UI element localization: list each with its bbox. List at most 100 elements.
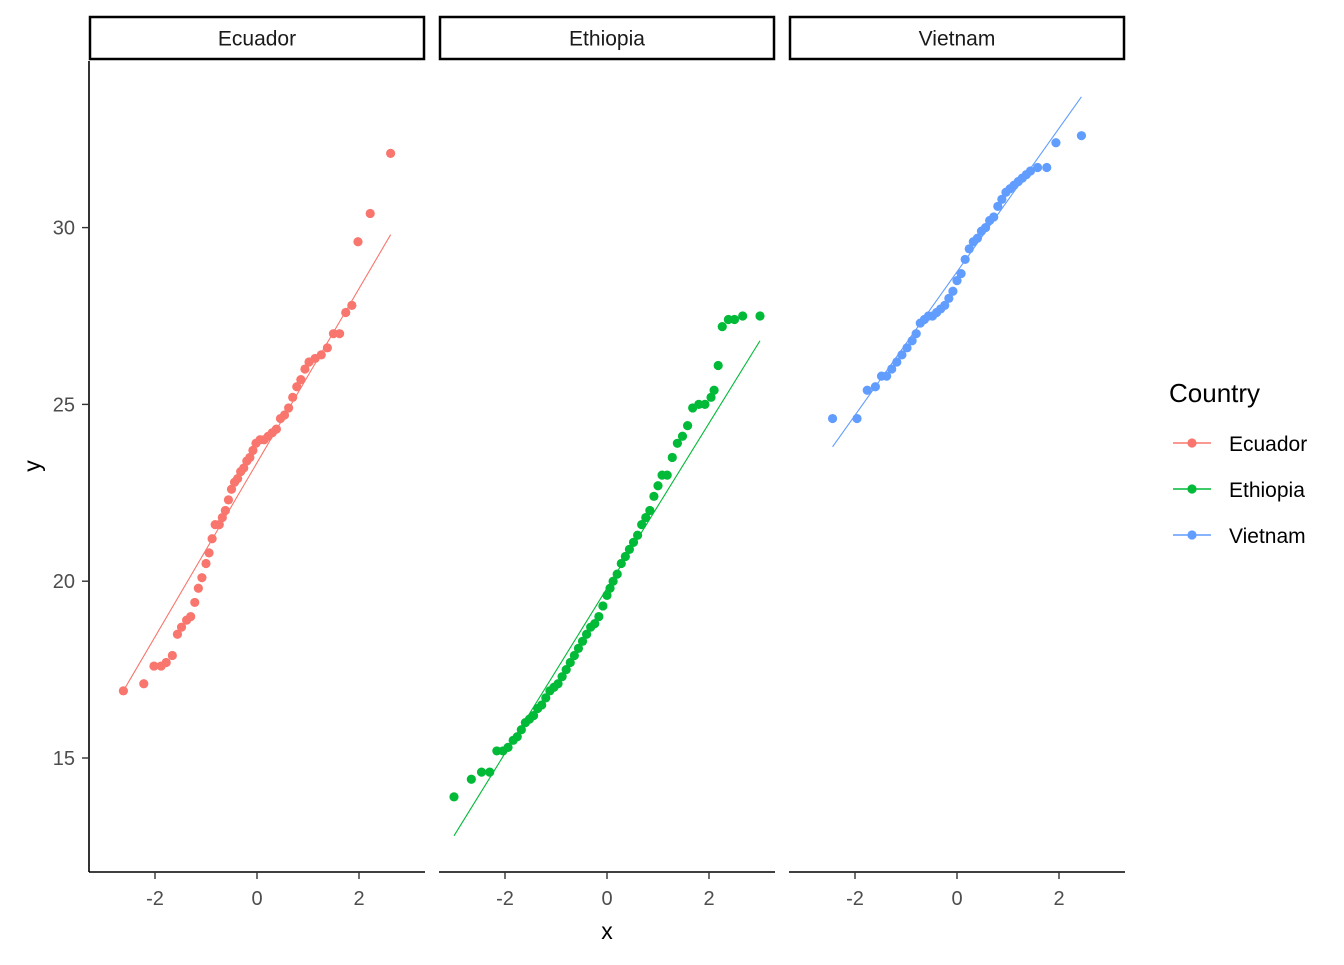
legend-item-vietnam: Vietnam xyxy=(1173,525,1306,548)
data-point xyxy=(217,512,227,523)
data-point xyxy=(852,413,862,424)
legend-key-point xyxy=(1187,530,1197,540)
data-point xyxy=(1051,138,1061,148)
data-point xyxy=(827,413,838,424)
data-point xyxy=(167,650,177,661)
data-point xyxy=(952,276,962,286)
data-point xyxy=(1076,131,1087,141)
panel-ethiopia: Ethiopia xyxy=(438,15,776,837)
data-point xyxy=(582,629,592,639)
data-point xyxy=(709,385,719,395)
strip-label-vietnam: Vietnam xyxy=(919,28,996,51)
legend-item-ethiopia: Ethiopia xyxy=(1173,479,1305,502)
data-point xyxy=(653,481,663,491)
panel-ecuador: Ecuador xyxy=(88,15,426,696)
data-point xyxy=(186,611,196,622)
x-tick-label: 2 xyxy=(1053,888,1064,910)
data-point xyxy=(485,767,495,777)
x-tick-label: -2 xyxy=(146,888,164,910)
legend-key-point xyxy=(1187,438,1197,448)
strip-ecuador xyxy=(88,15,426,61)
data-point xyxy=(561,665,571,675)
data-point xyxy=(602,590,612,600)
data-point xyxy=(993,201,1003,211)
data-point xyxy=(201,558,211,569)
data-point xyxy=(594,611,604,622)
data-point xyxy=(239,463,249,473)
data-point xyxy=(605,583,615,593)
data-point xyxy=(365,208,375,219)
data-point xyxy=(738,311,748,321)
data-point xyxy=(233,474,243,484)
data-point xyxy=(466,774,476,784)
data-point xyxy=(204,548,214,558)
data-point xyxy=(902,343,912,353)
data-point xyxy=(541,693,551,703)
data-point xyxy=(598,601,608,611)
data-point xyxy=(386,148,396,158)
legend: Country Ecuador Ethiopia Vietnam xyxy=(1169,378,1307,548)
data-point xyxy=(335,329,345,339)
data-point xyxy=(997,194,1007,204)
data-point xyxy=(118,686,128,696)
data-point xyxy=(516,725,526,735)
x-tick-label: 2 xyxy=(703,888,714,910)
data-point xyxy=(569,650,579,661)
data-point xyxy=(139,679,149,689)
data-point xyxy=(347,300,357,310)
data-point xyxy=(980,223,991,233)
data-point xyxy=(911,329,921,339)
data-point xyxy=(226,484,237,494)
data-point xyxy=(190,597,200,608)
data-point xyxy=(616,558,626,569)
data-point xyxy=(288,392,298,402)
x-tick-label: 0 xyxy=(601,888,612,910)
data-point xyxy=(537,700,547,710)
data-point xyxy=(645,505,655,516)
data-point xyxy=(662,470,672,480)
data-point xyxy=(706,392,716,402)
y-tick-label: 15 xyxy=(53,748,75,770)
y-axis-title: y xyxy=(19,460,45,472)
data-point xyxy=(633,530,643,540)
legend-title: Country xyxy=(1169,378,1260,408)
data-point xyxy=(245,452,255,463)
data-point xyxy=(624,544,635,554)
data-point xyxy=(989,212,999,222)
data-point xyxy=(449,792,459,802)
data-point xyxy=(729,314,740,325)
data-point xyxy=(300,364,310,374)
data-point xyxy=(553,679,563,689)
data-point xyxy=(557,672,567,682)
axes-layer: -2 0 2 -2 0 2 -2 0 2 15 20 25 30 xyxy=(53,61,1125,910)
data-point xyxy=(897,350,907,360)
data-point xyxy=(649,491,659,501)
data-point xyxy=(565,657,575,668)
data-point xyxy=(197,573,207,583)
x-tick-label: -2 xyxy=(496,888,514,910)
data-point xyxy=(628,537,639,547)
legend-item-ecuador: Ecuador xyxy=(1173,433,1307,456)
data-point xyxy=(284,403,294,413)
strip-ethiopia xyxy=(438,15,776,61)
data-point xyxy=(608,576,618,586)
data-point xyxy=(296,375,306,385)
y-tick-label: 30 xyxy=(53,218,75,240)
data-point xyxy=(964,244,974,254)
data-point xyxy=(528,710,539,721)
data-point xyxy=(512,732,522,742)
data-point xyxy=(503,742,513,752)
data-point xyxy=(341,307,351,318)
x-tick-label: 2 xyxy=(353,888,364,910)
strip-vietnam xyxy=(788,15,1126,61)
data-point xyxy=(882,371,892,381)
data-point xyxy=(887,364,897,374)
data-point xyxy=(907,336,917,346)
data-point xyxy=(176,622,187,632)
data-point xyxy=(672,438,682,448)
data-point xyxy=(271,424,281,434)
data-point xyxy=(1032,162,1043,173)
data-point xyxy=(641,512,651,523)
